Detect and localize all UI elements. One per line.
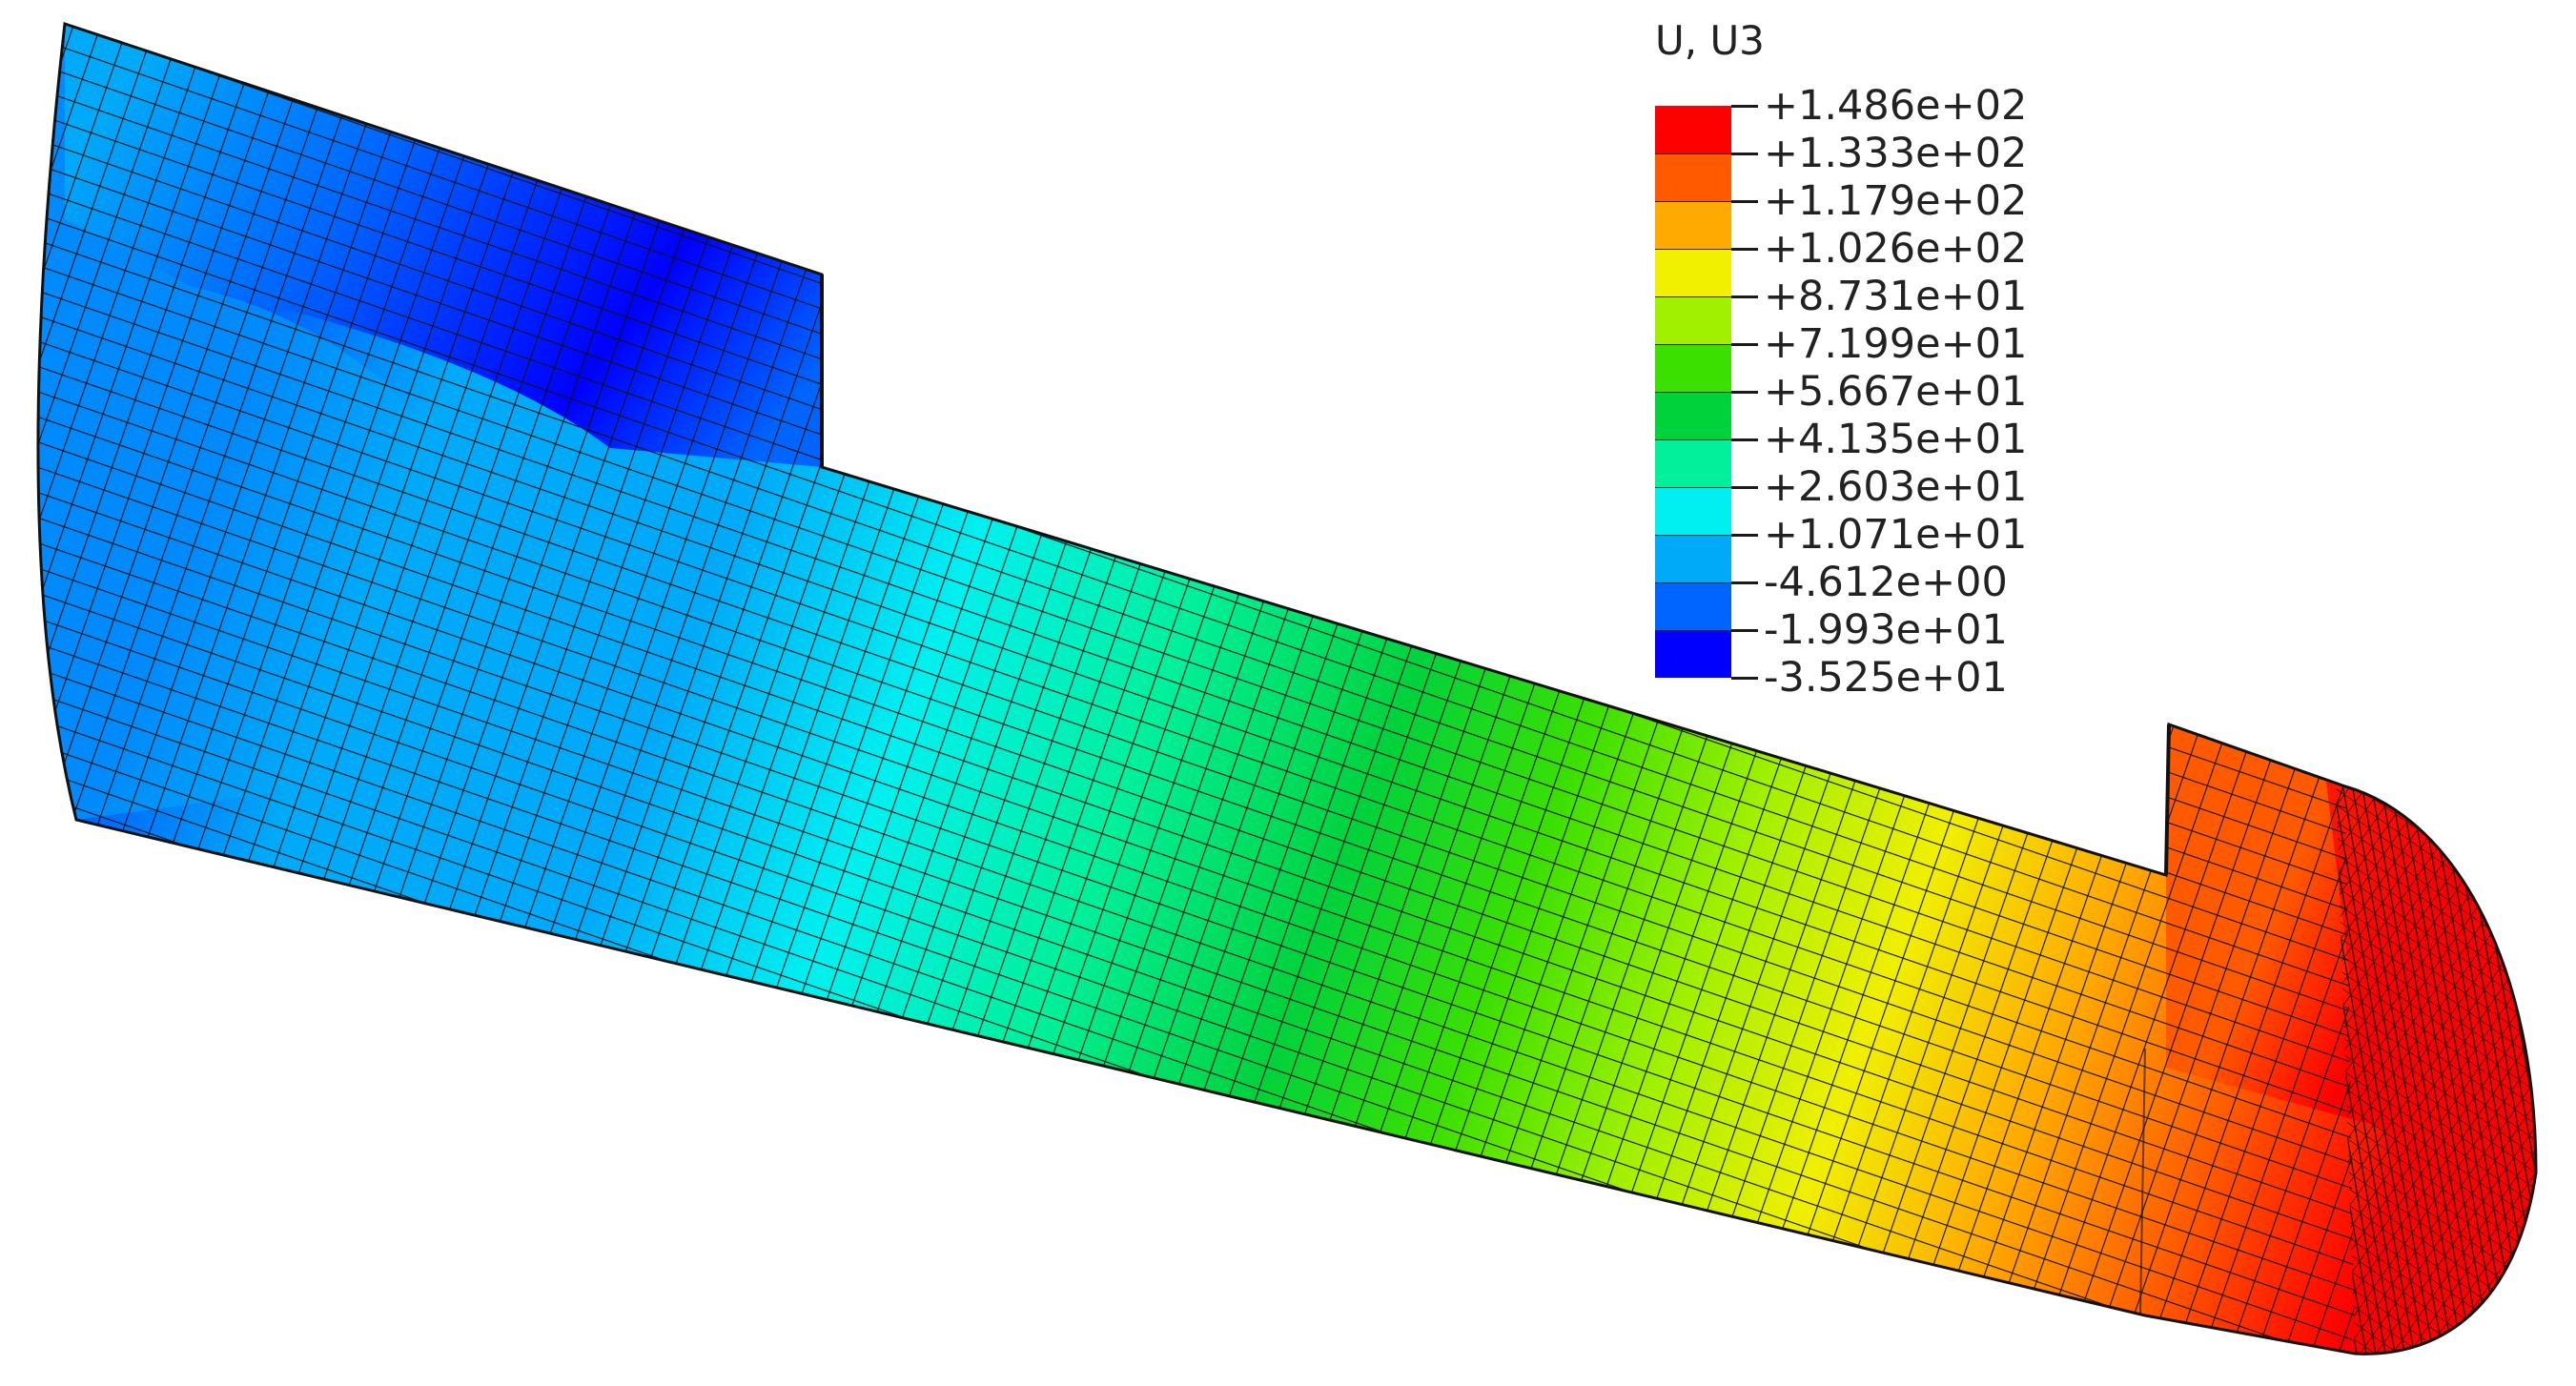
beam-body (36, 21, 2538, 1355)
legend-title: U, U3 (1655, 17, 1765, 64)
legend-value-label: -4.612e+00 (1764, 559, 2008, 606)
legend-value-label: +7.199e+01 (1764, 320, 2028, 368)
contour-legend: U, U3 +1.486e+02 +1.333e+02 +1.179e+02 +1.0… (1649, 17, 2145, 703)
legend-swatch (1655, 487, 1731, 535)
legend-swatch (1655, 439, 1731, 487)
legend-tick (1731, 486, 1758, 489)
legend-swatch (1655, 153, 1731, 201)
legend-value-label: +1.333e+02 (1764, 130, 2028, 177)
legend-swatch (1655, 106, 1731, 153)
legend-tick (1731, 677, 1758, 680)
legend-tick (1731, 343, 1758, 346)
legend-swatch (1655, 582, 1731, 630)
legend-tick (1731, 105, 1758, 108)
legend-swatch (1655, 392, 1731, 439)
legend-value-label: +1.071e+01 (1764, 511, 2028, 559)
legend-tick (1731, 153, 1758, 155)
legend-swatch (1655, 535, 1731, 582)
legend-value-label: +1.026e+02 (1764, 225, 2028, 273)
legend-tick (1731, 391, 1758, 394)
legend-value-label: +2.603e+01 (1764, 463, 2028, 511)
legend-value-label: +1.486e+02 (1764, 82, 2028, 130)
legend-value-label: +5.667e+01 (1764, 368, 2028, 416)
legend-tick (1731, 629, 1758, 632)
legend-tick (1731, 438, 1758, 441)
legend-value-label: +1.179e+02 (1764, 177, 2028, 225)
legend-swatch (1655, 201, 1731, 249)
legend-tick (1731, 534, 1758, 537)
legend-color-bar (1655, 106, 1731, 678)
legend-value-label: +4.135e+01 (1764, 416, 2028, 463)
legend-swatch (1655, 630, 1731, 678)
legend-value-label: -1.993e+01 (1764, 606, 2008, 654)
legend-tick (1731, 296, 1758, 298)
legend-swatch (1655, 296, 1731, 344)
legend-value-label: +8.731e+01 (1764, 273, 2028, 320)
legend-tick (1731, 581, 1758, 584)
legend-tick (1731, 200, 1758, 203)
legend-value-label: -3.525e+01 (1764, 654, 2008, 702)
legend-swatch (1655, 344, 1731, 392)
legend-swatch (1655, 249, 1731, 296)
legend-tick (1731, 248, 1758, 251)
